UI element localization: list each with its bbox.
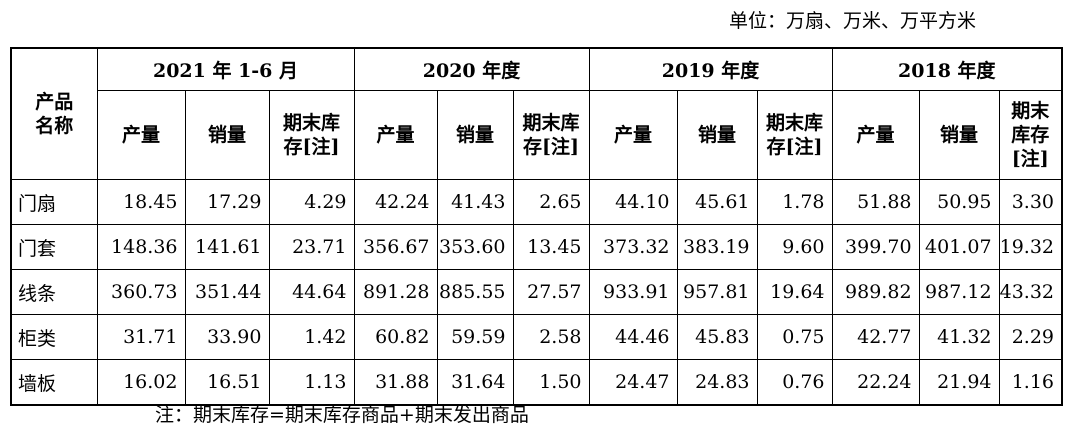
value-cell: 27.57 <box>512 269 590 315</box>
table-row: 门套 148.36 141.61 23.71 356.67 353.60 13.45 373.… <box>10 224 1063 270</box>
value-cell: 44.10 <box>588 179 678 225</box>
header-period: 2021 年 1-6 月 <box>96 47 355 91</box>
value-cell: 50.95 <box>918 179 1000 225</box>
value-cell: 957.81 <box>676 269 758 315</box>
header-sales: 销量 <box>436 90 514 180</box>
value-cell: 2.29 <box>998 314 1063 360</box>
header-row-periods: 产品名称 2021 年 1-6 月 2020 年度 2019 年度 2018 年… <box>10 47 1063 180</box>
header-ending-inventory: 期末库存[注] <box>268 90 355 180</box>
value-cell: 59.59 <box>436 314 514 360</box>
product-name-cell: 柜类 <box>10 314 98 360</box>
header-sales: 销量 <box>676 90 758 180</box>
header-period: 2018 年度 <box>831 47 1063 91</box>
value-cell: 1.13 <box>268 359 355 406</box>
value-cell: 17.29 <box>184 179 270 225</box>
header-sales: 销量 <box>918 90 1000 180</box>
header-period: 2019 年度 <box>588 47 833 91</box>
value-cell: 2.65 <box>512 179 590 225</box>
header-sales: 销量 <box>184 90 270 180</box>
header-ending-inventory: 期末库存[注] <box>512 90 590 180</box>
value-cell: 3.30 <box>998 179 1063 225</box>
product-name-cell: 门扇 <box>10 179 98 225</box>
value-cell: 885.55 <box>436 269 514 315</box>
value-cell: 31.88 <box>353 359 438 406</box>
value-cell: 19.32 <box>998 224 1063 270</box>
header-ending-inventory: 期末库存[注] <box>756 90 833 180</box>
table-row: 线条 360.73 351.44 44.64 891.28 885.55 27.57 933.… <box>10 269 1063 315</box>
product-name-cell: 墙板 <box>10 359 98 406</box>
value-cell: 401.07 <box>918 224 1000 270</box>
value-cell: 1.16 <box>998 359 1063 406</box>
value-cell: 24.47 <box>588 359 678 406</box>
value-cell: 987.12 <box>918 269 1000 315</box>
value-cell: 13.45 <box>512 224 590 270</box>
unit-label: 单位：万扇、万米、万平方米 <box>728 10 976 32</box>
value-cell: 383.19 <box>676 224 758 270</box>
value-cell: 16.51 <box>184 359 270 406</box>
product-name-cell: 门套 <box>10 224 98 270</box>
header-output: 产量 <box>588 90 678 180</box>
header-output: 产量 <box>96 90 186 180</box>
value-cell: 1.50 <box>512 359 590 406</box>
value-cell: 21.94 <box>918 359 1000 406</box>
value-cell: 41.32 <box>918 314 1000 360</box>
value-cell: 399.70 <box>831 224 920 270</box>
value-cell: 18.45 <box>96 179 186 225</box>
value-cell: 51.88 <box>831 179 920 225</box>
value-cell: 42.24 <box>353 179 438 225</box>
value-cell: 353.60 <box>436 224 514 270</box>
value-cell: 45.61 <box>676 179 758 225</box>
table-row: 墙板 16.02 16.51 1.13 31.88 31.64 1.50 24.47 24.83… <box>10 359 1063 406</box>
value-cell: 360.73 <box>96 269 186 315</box>
value-cell: 9.60 <box>756 224 833 270</box>
value-cell: 4.29 <box>268 179 355 225</box>
value-cell: 42.77 <box>831 314 920 360</box>
value-cell: 41.43 <box>436 179 514 225</box>
value-cell: 43.32 <box>998 269 1063 315</box>
footnote: 注：期末库存=期末库存商品+期末发出商品 <box>155 404 529 426</box>
value-cell: 31.71 <box>96 314 186 360</box>
value-cell: 351.44 <box>184 269 270 315</box>
value-cell: 1.78 <box>756 179 833 225</box>
value-cell: 24.83 <box>676 359 758 406</box>
value-cell: 33.90 <box>184 314 270 360</box>
product-name-cell: 线条 <box>10 269 98 315</box>
header-product-name: 产品名称 <box>10 47 98 180</box>
value-cell: 22.24 <box>831 359 920 406</box>
value-cell: 141.61 <box>184 224 270 270</box>
value-cell: 31.64 <box>436 359 514 406</box>
value-cell: 356.67 <box>353 224 438 270</box>
value-cell: 148.36 <box>96 224 186 270</box>
value-cell: 933.91 <box>588 269 678 315</box>
header-output: 产量 <box>831 90 920 180</box>
header-row-metrics: 产量 销量 期末库存[注] 产量 销量 期末库存[注] 产量 销量 期末库存[注] 产量 销量 期末库… <box>11 90 1063 180</box>
production-sales-table: 产品名称 2021 年 1-6 月 2020 年度 2019 年度 2018 年… <box>10 47 1064 406</box>
value-cell: 0.76 <box>756 359 833 406</box>
table-row: 柜类 31.71 33.90 1.42 60.82 59.59 2.58 44.46 45.83… <box>10 314 1063 360</box>
value-cell: 19.64 <box>756 269 833 315</box>
value-cell: 891.28 <box>353 269 438 315</box>
value-cell: 23.71 <box>268 224 355 270</box>
table-row: 门扇 18.45 17.29 4.29 42.24 41.43 2.65 44.10 45.61… <box>10 179 1063 225</box>
header-product-name-text: 产品名称 <box>35 91 74 137</box>
value-cell: 60.82 <box>353 314 438 360</box>
value-cell: 45.83 <box>676 314 758 360</box>
value-cell: 989.82 <box>831 269 920 315</box>
value-cell: 44.46 <box>588 314 678 360</box>
value-cell: 373.32 <box>588 224 678 270</box>
value-cell: 16.02 <box>96 359 186 406</box>
header-ending-inventory: 期末库存[注] <box>998 90 1063 180</box>
value-cell: 0.75 <box>756 314 833 360</box>
value-cell: 1.42 <box>268 314 355 360</box>
header-period: 2020 年度 <box>353 47 590 91</box>
header-output: 产量 <box>353 90 438 180</box>
value-cell: 44.64 <box>268 269 355 315</box>
value-cell: 2.58 <box>512 314 590 360</box>
